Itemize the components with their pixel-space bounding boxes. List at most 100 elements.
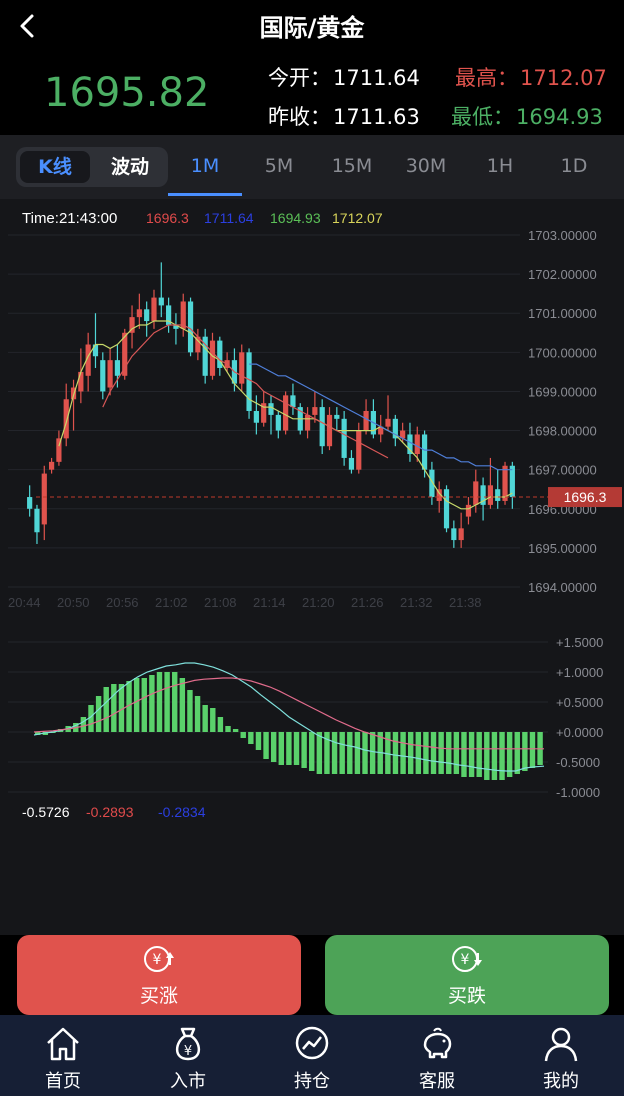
candle-body [246, 352, 252, 411]
candle [239, 344, 245, 392]
candle [509, 461, 515, 509]
macd-bar [88, 705, 94, 732]
macd-bar [278, 732, 284, 765]
candle [41, 465, 47, 541]
tab-30m[interactable]: 30M [405, 155, 447, 177]
candle-body [451, 528, 457, 541]
macd-bar [95, 696, 102, 732]
candle [158, 262, 164, 318]
candle-body [195, 336, 201, 353]
nav-positions[interactable]: 持仓 [257, 1015, 367, 1096]
candle-body [187, 301, 194, 353]
y-tick-label: 1702.00000 [528, 267, 597, 282]
macd-readout-3: -0.2834 [158, 804, 206, 820]
tab-1d[interactable]: 1D [560, 155, 588, 177]
candle-body [202, 336, 208, 376]
macd-bar [118, 684, 125, 732]
macd-readout-1: -0.5726 [22, 804, 70, 820]
macd-bar [529, 732, 536, 768]
macd-bar [446, 732, 452, 774]
candle-body [480, 485, 486, 505]
y-tick-label: 1694.00000 [528, 580, 597, 595]
nav-home[interactable]: 首页 [8, 1015, 118, 1096]
chart-panel[interactable]: Time:21:43:00 1696.3 1711.64 1694.93 171… [0, 199, 624, 935]
candle-body [173, 324, 179, 329]
candle [107, 348, 113, 396]
nav-market[interactable]: ¥ 入市 [133, 1015, 243, 1096]
macd-bar [187, 690, 193, 732]
buy-down-button[interactable]: ¥ 买跌 [325, 935, 609, 1015]
prev-close-value: 1711.63 [333, 105, 420, 129]
money-bag-icon: ¥ [175, 1027, 201, 1061]
candle [268, 395, 274, 435]
x-tick-label: 21:20 [302, 595, 335, 610]
candle [261, 391, 267, 427]
candle [27, 485, 33, 517]
tab-kline[interactable]: K线 [20, 151, 90, 183]
candle-body [495, 489, 501, 501]
tab-15m[interactable]: 15M [331, 155, 373, 177]
buy-down-label: 买跌 [447, 985, 486, 1007]
candle-body [341, 418, 347, 458]
x-tick-label: 21:14 [253, 595, 286, 610]
candle [341, 411, 347, 466]
buy-up-label: 买涨 [139, 985, 178, 1007]
active-tab-indicator [168, 193, 242, 196]
macd-bar [293, 732, 300, 765]
candle-body [217, 340, 223, 368]
candle-body [158, 297, 164, 306]
candle [275, 411, 281, 439]
candle-body [166, 305, 172, 325]
candle-body [400, 430, 406, 439]
candle-body [34, 508, 40, 533]
chart-tabs: K线 波动 1M 5M 15M 30M 1H 1D [0, 135, 624, 199]
tab-5m[interactable]: 5M [264, 155, 294, 177]
candle [195, 328, 201, 361]
candle [385, 395, 391, 431]
piggy-bank-icon [423, 1027, 452, 1059]
kline-chart[interactable]: Time:21:43:00 1696.3 1711.64 1694.93 171… [0, 199, 624, 935]
candle-body [209, 340, 216, 376]
candle-body [253, 411, 259, 423]
buy-up-button[interactable]: ¥ 买涨 [17, 935, 301, 1015]
candle-body [363, 411, 369, 431]
candle [217, 336, 223, 376]
candle-body [326, 414, 333, 447]
x-tick-label: 21:32 [400, 595, 433, 610]
macd-bar [392, 732, 399, 774]
current-price-tag [548, 487, 622, 508]
candle [334, 407, 340, 431]
candle-body [458, 528, 464, 541]
back-arrow-icon[interactable] [14, 12, 40, 40]
candle [378, 414, 384, 443]
candle [290, 383, 296, 415]
info-v4: 1712.07 [332, 210, 383, 226]
candle-body [378, 426, 384, 435]
candle [114, 344, 121, 388]
candle [370, 399, 376, 439]
tab-volatility[interactable]: 波动 [110, 156, 149, 178]
candle [56, 430, 62, 466]
candle-body [421, 434, 428, 470]
candle [319, 399, 325, 455]
y-tick-label: 1699.00000 [528, 384, 597, 399]
macd-bar [217, 717, 224, 732]
candle-body [312, 407, 318, 415]
x-tick-label: 20:50 [57, 595, 90, 610]
yuan-up-icon: ¥ [144, 946, 174, 972]
chart-mode-toggle: K线 波动 [16, 147, 168, 187]
candle-body [261, 403, 267, 423]
nav-service[interactable]: 客服 [382, 1015, 492, 1096]
macd-bar [362, 732, 368, 774]
nav-profile[interactable]: 我的 [506, 1015, 616, 1096]
macd-bar [423, 732, 429, 774]
tab-1h[interactable]: 1H [486, 155, 514, 177]
tab-1m[interactable]: 1M [190, 155, 220, 177]
candle-body [27, 497, 33, 509]
high-value: 1712.07 [520, 66, 607, 90]
macd-dif-line [33, 662, 545, 772]
candle-body [487, 485, 494, 505]
x-tick-label: 21:26 [351, 595, 384, 610]
open-label: 今开： [268, 66, 331, 90]
candle [436, 481, 442, 513]
